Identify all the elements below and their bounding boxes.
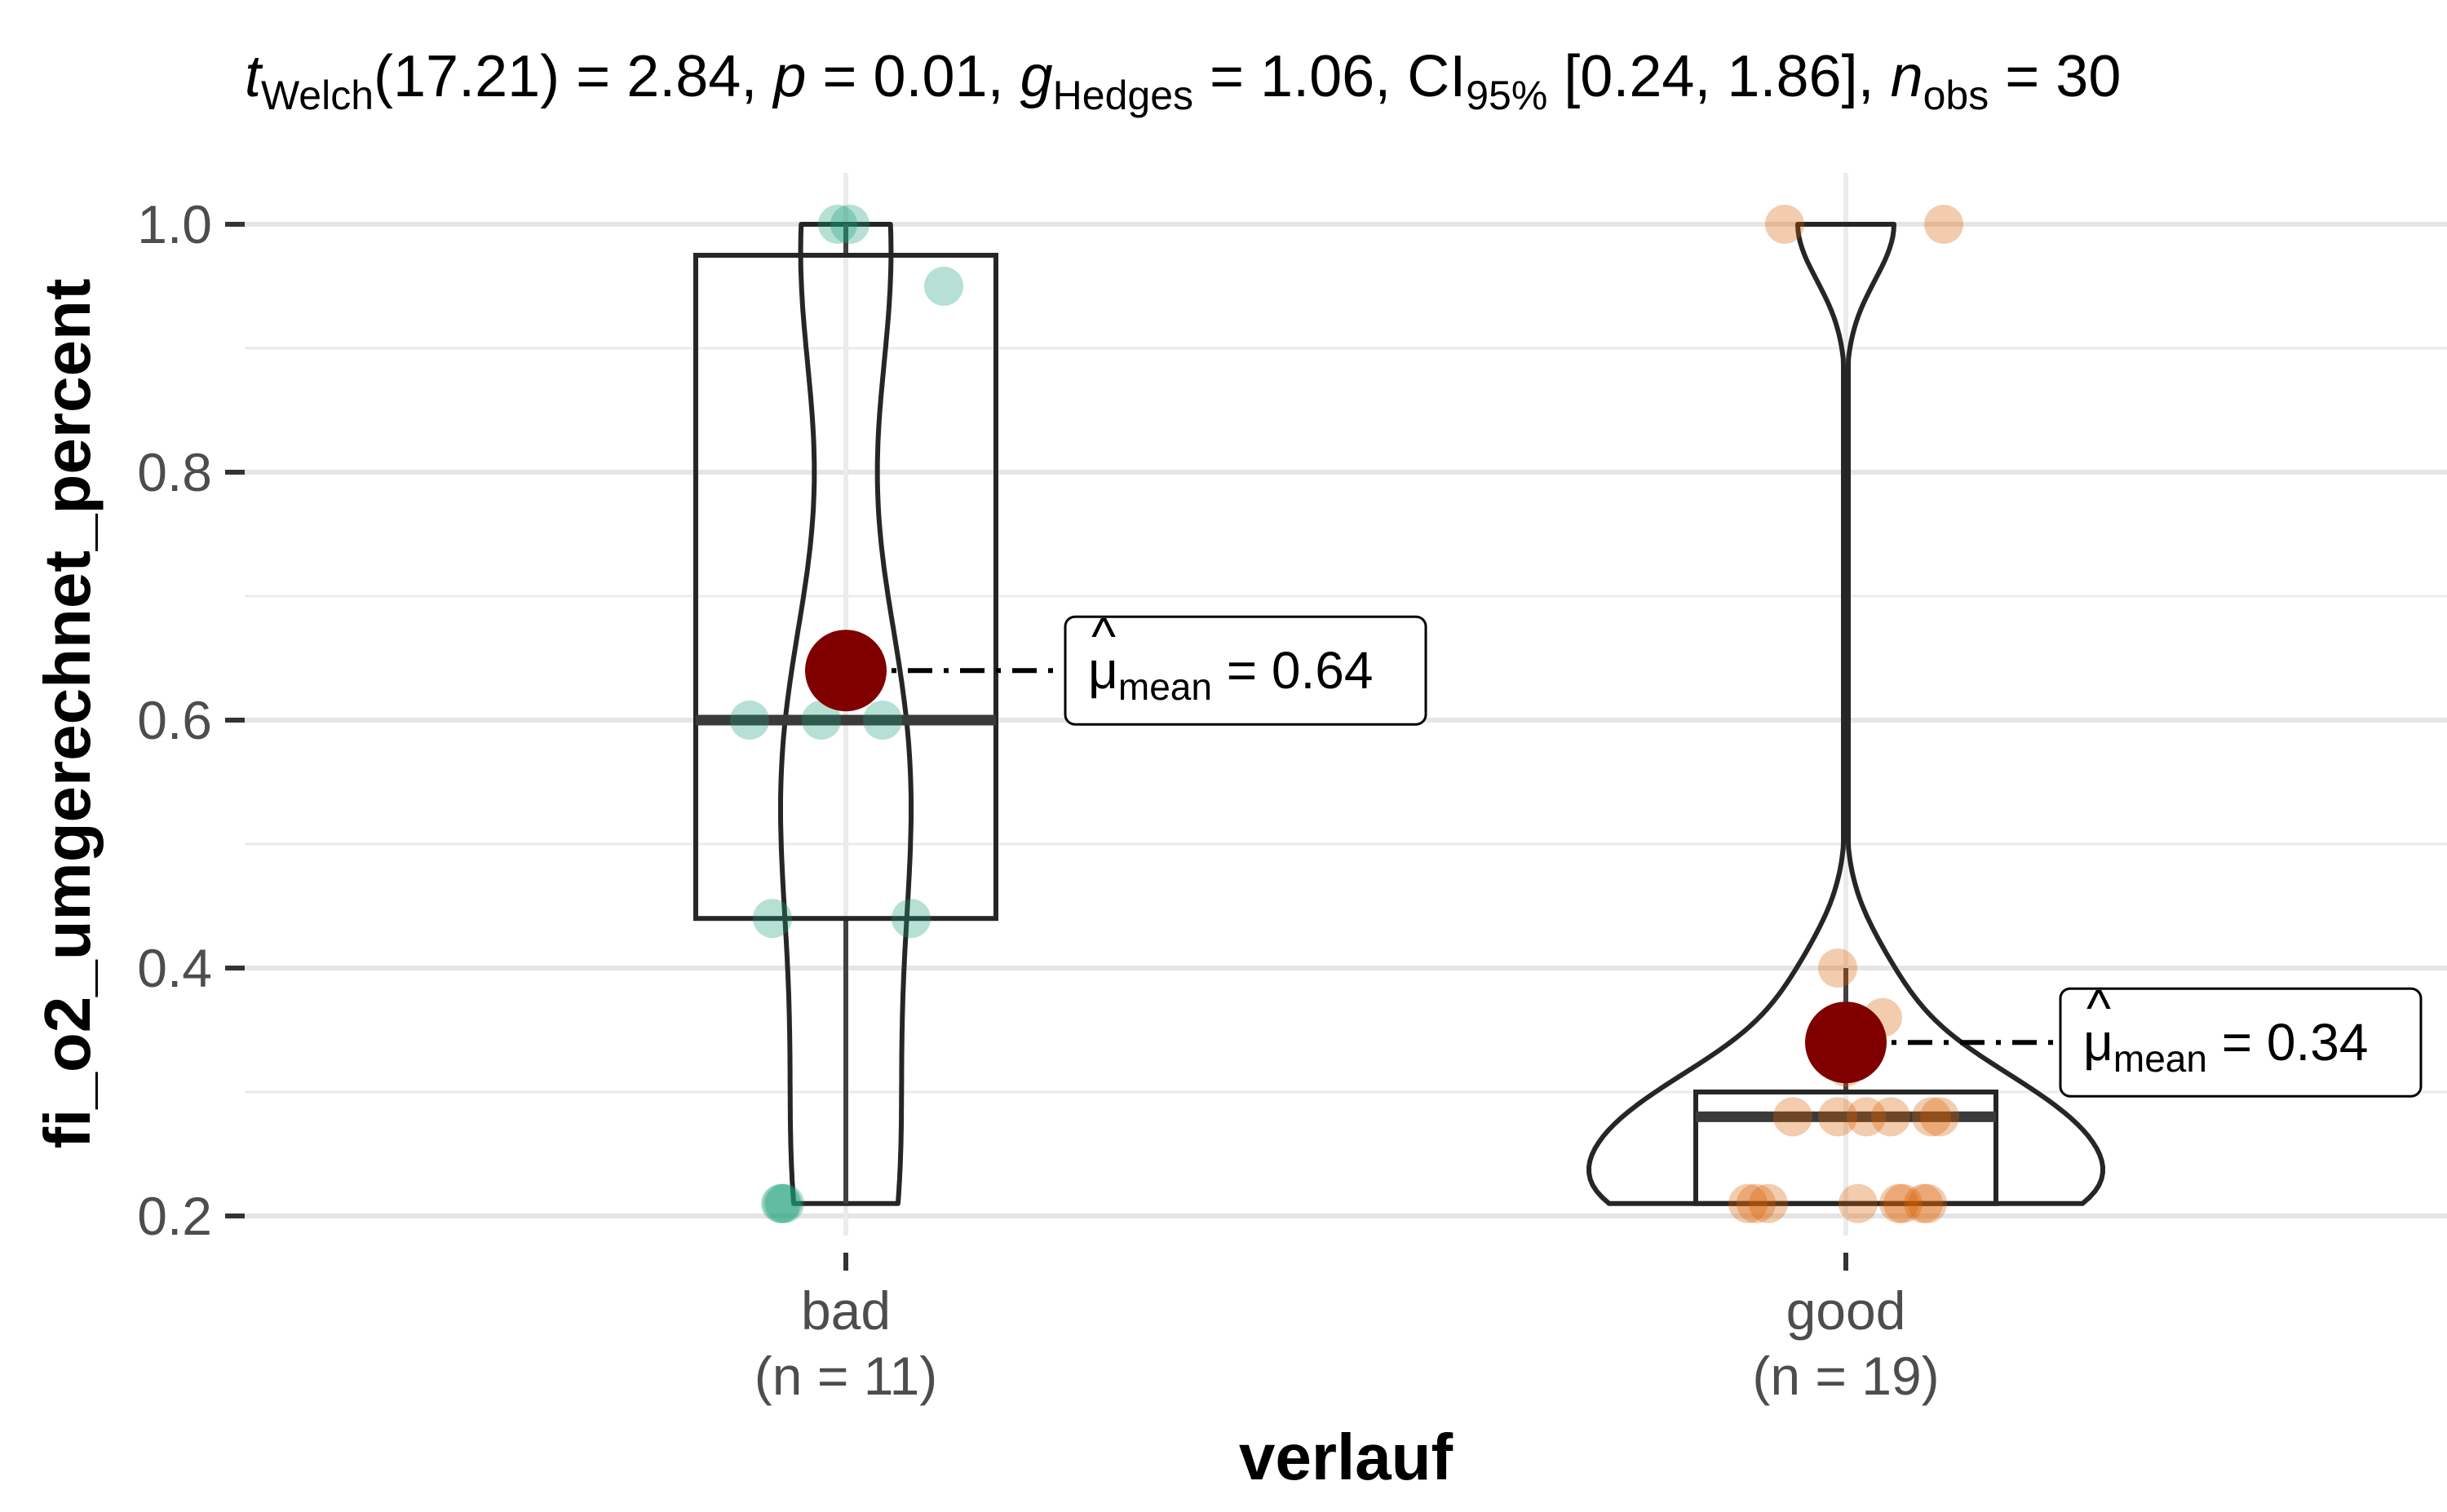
violin-bad — [778, 222, 914, 1206]
subtitle-ci-sub: 95% — [1466, 73, 1547, 118]
data-point-good — [1879, 1183, 1918, 1223]
data-point-bad — [924, 267, 963, 306]
subtitle-t-sub: Welch — [261, 73, 374, 118]
data-point-good — [1728, 1183, 1768, 1223]
data-point-good — [1749, 1183, 1788, 1223]
subtitle: tWelch(17.21) = 2.84, p = 0.01, gHedges … — [245, 44, 2121, 118]
y-tick-label: 1.0 — [137, 194, 212, 254]
data-point-bad — [765, 1183, 804, 1223]
data-point-bad — [818, 205, 857, 244]
x-tick-label-good: good — [1786, 1280, 1906, 1341]
x-tick-count-good: (n = 19) — [1752, 1346, 1939, 1406]
data-point-bad — [802, 701, 841, 740]
data-point-good — [1920, 1097, 1959, 1137]
y-tick-label: 0.6 — [137, 690, 212, 750]
data-point-good — [1773, 1097, 1812, 1137]
y-axis-title: fi_o2_umgerechnet_percent — [31, 278, 104, 1148]
y-tick-label: 0.4 — [137, 938, 212, 998]
x-tick-label-bad: bad — [801, 1280, 891, 1341]
y-tick-label: 0.8 — [137, 442, 212, 502]
subtitle-g-value: = 1.06, CI — [1193, 44, 1466, 109]
data-point-good — [1883, 1183, 1923, 1223]
axes: 0.2 0.4 0.6 0.8 1.0 bad(n = 11) good(n = 19) — [137, 194, 1939, 1406]
data-point-bad — [892, 899, 931, 939]
data-point-good — [1737, 1183, 1776, 1223]
x-tick-count-bad: (n = 11) — [754, 1346, 937, 1406]
data-point-good — [1912, 1097, 1951, 1137]
data-point-bad — [830, 205, 870, 244]
subtitle-g-symbol: g — [1020, 44, 1053, 109]
subtitle-g-sub: Hedges — [1053, 73, 1193, 118]
mean-label-box-bad — [1064, 615, 1427, 726]
violin-good — [1586, 222, 2105, 1206]
data-point-good — [1839, 1183, 1878, 1223]
box-good — [1693, 1090, 1998, 1206]
data-point-good — [1818, 948, 1857, 988]
data-point-bad — [753, 899, 792, 939]
mean-label-box-good — [2059, 987, 2423, 1098]
violins — [778, 222, 2105, 1206]
data-point-bad — [863, 701, 902, 740]
x-axis-title: verlauf — [1239, 1421, 1454, 1493]
mean-hat-good: ^ — [2086, 979, 2111, 1037]
mean-label-bad: μmean = 0.64 — [1088, 641, 1373, 708]
data-point-good — [1924, 205, 1963, 244]
data-point-good — [1765, 205, 1804, 244]
data-point-good — [1818, 1097, 1857, 1137]
mean-markers: ^μmean = 0.64^μmean = 0.34 — [805, 607, 2423, 1098]
subtitle-t-symbol: t — [245, 44, 263, 109]
data-point-good — [1847, 1097, 1886, 1137]
mean-marker-bad — [805, 630, 887, 712]
mean-marker-good — [1805, 1001, 1887, 1084]
subtitle-t-value: (17.21) = 2.84, — [374, 44, 773, 109]
data-point-bad — [761, 1183, 800, 1223]
boxplots — [693, 224, 1998, 1206]
mean-hat-bad: ^ — [1091, 607, 1116, 665]
subtitle-n-value: = 30 — [1989, 44, 2121, 109]
subtitle-p-value: = 0.01, — [806, 44, 1020, 109]
y-tick-label: 0.2 — [137, 1186, 212, 1246]
mean-label-good: μmean = 0.34 — [2083, 1013, 2368, 1080]
subtitle-ci-value: [0.24, 1.86], — [1547, 44, 1890, 109]
data-point-bad — [730, 701, 769, 740]
subtitle-n-symbol: n — [1891, 44, 1923, 109]
data-point-bad — [763, 1183, 802, 1223]
data-point-good — [1871, 1097, 1910, 1137]
data-point-good — [1908, 1183, 1947, 1223]
box-bad — [693, 253, 998, 922]
data-point-good — [1904, 1183, 1943, 1223]
subtitle-p-symbol: p — [772, 44, 806, 109]
subtitle-n-sub: obs — [1923, 73, 1989, 118]
